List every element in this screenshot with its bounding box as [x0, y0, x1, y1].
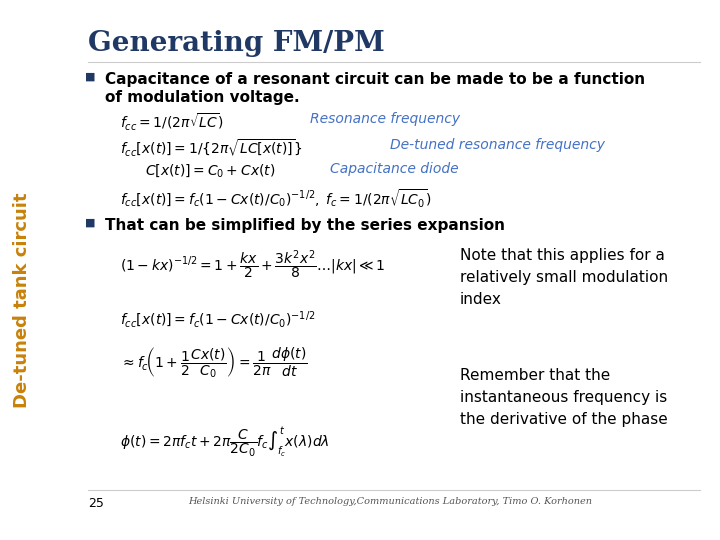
Text: $f_{cc}[x(t)] = 1/\{2\pi\sqrt{LC[x(t)]}\}$: $f_{cc}[x(t)] = 1/\{2\pi\sqrt{LC[x(t)]}\… [120, 138, 303, 159]
Text: $f_{cc} = 1/(2\pi\sqrt{LC})$: $f_{cc} = 1/(2\pi\sqrt{LC})$ [120, 112, 224, 133]
Text: ■: ■ [85, 72, 96, 82]
Text: De-tuned resonance frequency: De-tuned resonance frequency [390, 138, 605, 152]
Text: $f_{cc}[x(t)] = f_c(1 - Cx(t)/C_0)^{-1/2}$: $f_{cc}[x(t)] = f_c(1 - Cx(t)/C_0)^{-1/2… [120, 310, 315, 330]
Text: Helsinki University of Technology,Communications Laboratory, Timo O. Korhonen: Helsinki University of Technology,Commun… [188, 497, 592, 506]
Text: $\approx f_c\!\left(1 + \dfrac{1}{2}\dfrac{Cx(t)}{C_0}\right) = \dfrac{1}{2\pi}\: $\approx f_c\!\left(1 + \dfrac{1}{2}\dfr… [120, 345, 307, 380]
Text: Generating FM/PM: Generating FM/PM [88, 30, 384, 57]
Text: $f_{cc}[x(t)] = f_c(1 - Cx(t)/C_0)^{-1/2},\; f_c = 1/(2\pi\sqrt{LC_0})$: $f_{cc}[x(t)] = f_c(1 - Cx(t)/C_0)^{-1/2… [120, 188, 432, 210]
Text: of modulation voltage.: of modulation voltage. [105, 90, 300, 105]
Text: De-tuned tank circuit: De-tuned tank circuit [13, 192, 31, 408]
Text: Capacitance of a resonant circuit can be made to be a function: Capacitance of a resonant circuit can be… [105, 72, 645, 87]
Text: Note that this applies for a
relatively small modulation
index: Note that this applies for a relatively … [460, 248, 668, 307]
Text: $C[x(t)] = C_0 + Cx(t)$: $C[x(t)] = C_0 + Cx(t)$ [145, 162, 275, 179]
Text: Resonance frequency: Resonance frequency [310, 112, 460, 126]
Text: $(1-kx)^{-1/2} = 1 + \dfrac{kx}{2} + \dfrac{3k^2x^2}{8}\ldots|kx|\ll 1$: $(1-kx)^{-1/2} = 1 + \dfrac{kx}{2} + \df… [120, 248, 385, 281]
Text: Remember that the
instantaneous frequency is
the derivative of the phase: Remember that the instantaneous frequenc… [460, 368, 667, 427]
Text: Capacitance diode: Capacitance diode [330, 162, 459, 176]
Text: 25: 25 [88, 497, 104, 510]
Text: $\phi(t) = 2\pi f_c t + 2\pi\dfrac{C}{2C_0} f_c \int_{f_c}^{t} x(\lambda)d\lambd: $\phi(t) = 2\pi f_c t + 2\pi\dfrac{C}{2C… [120, 425, 330, 459]
Text: That can be simplified by the series expansion: That can be simplified by the series exp… [105, 218, 505, 233]
Text: ■: ■ [85, 218, 96, 228]
